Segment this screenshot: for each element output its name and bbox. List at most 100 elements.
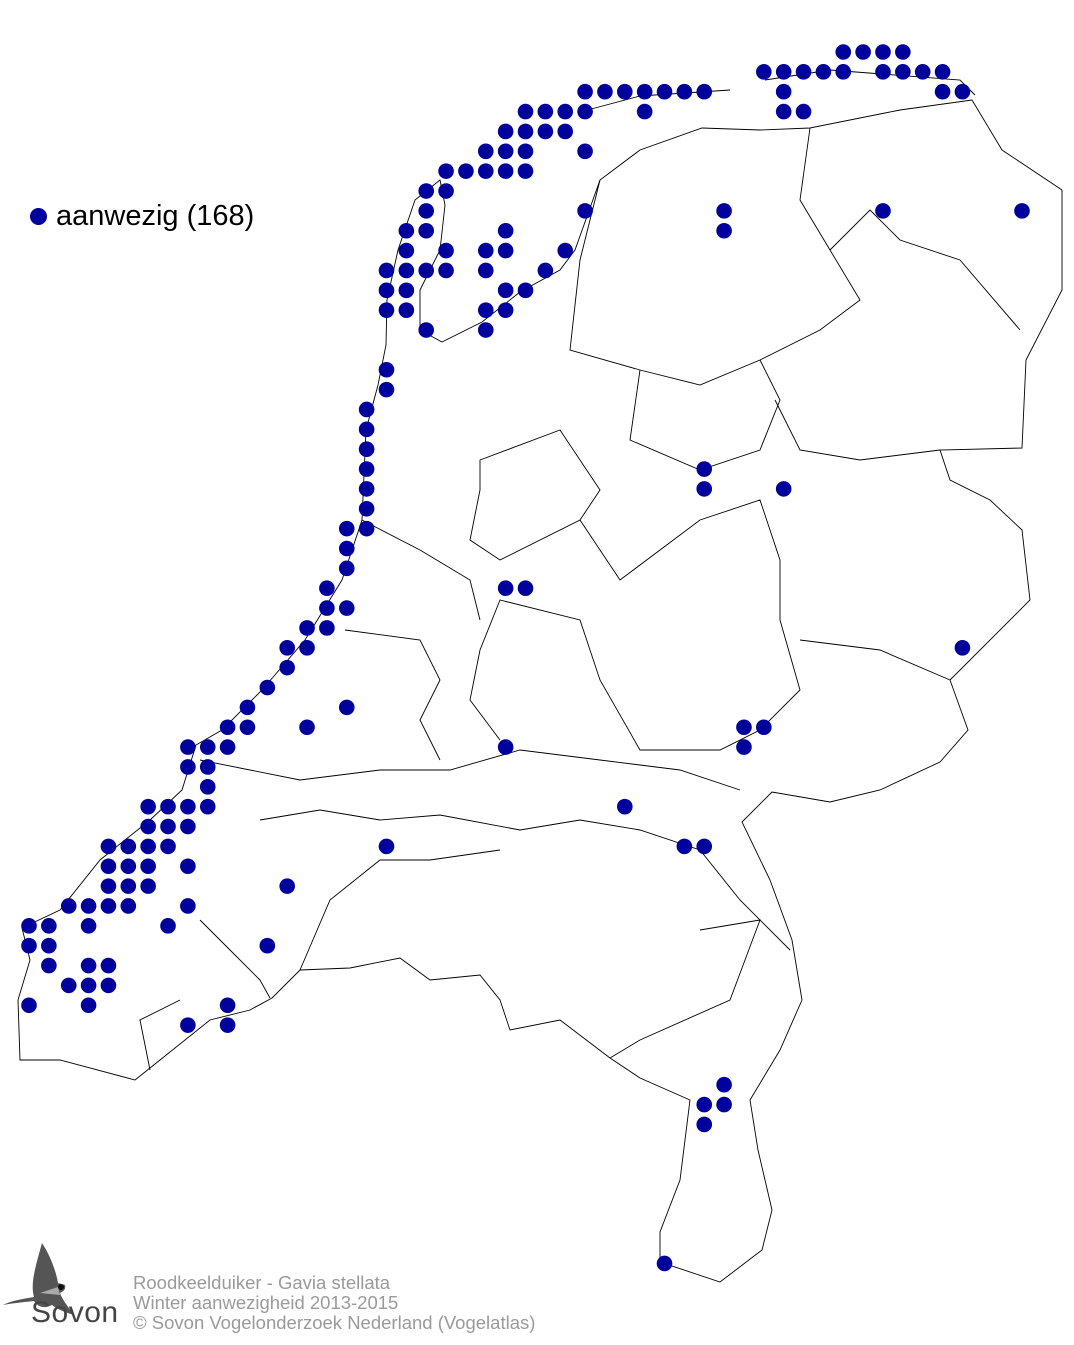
- presence-dot: [954, 640, 971, 656]
- presence-dot: [914, 64, 931, 80]
- presence-dot: [378, 361, 395, 378]
- presence-dot: [319, 580, 335, 597]
- presence-dot: [180, 759, 196, 775]
- presence-dot: [398, 262, 415, 279]
- presence-dot: [418, 203, 435, 219]
- presence-dot: [418, 222, 435, 239]
- legend-dot-icon: [30, 208, 47, 225]
- presence-dot: [160, 798, 176, 815]
- presence-dot: [676, 838, 693, 855]
- presence-dot: [517, 103, 534, 120]
- presence-dot: [358, 500, 375, 517]
- presence-dot: [696, 461, 713, 477]
- presence-dot: [358, 481, 375, 497]
- presence-dot: [795, 64, 812, 80]
- presence-dot: [895, 44, 911, 60]
- presence-dot: [497, 222, 514, 239]
- presence-dot: [696, 83, 713, 100]
- presence-dot: [219, 997, 236, 1014]
- presence-dot: [100, 878, 117, 894]
- caption-copyright: © Sovon Vogelonderzoek Nederland (Vogela…: [133, 1312, 536, 1333]
- presence-dot: [199, 739, 216, 755]
- presence-dot: [120, 838, 137, 855]
- legend-label: aanwezig (168): [56, 200, 255, 232]
- presence-dot: [398, 222, 415, 239]
- presence-dot: [875, 203, 891, 219]
- presence-dot: [736, 719, 752, 736]
- presence-dot: [398, 302, 415, 318]
- presence-dot: [577, 203, 593, 219]
- presence-dot: [60, 898, 77, 914]
- presence-dot: [477, 302, 494, 318]
- presence-dot: [41, 957, 57, 974]
- presence-dot: [358, 520, 375, 537]
- presence-dot: [338, 520, 355, 537]
- presence-dot: [80, 997, 97, 1014]
- country-outline: [17, 69, 1063, 1283]
- presence-dot: [21, 918, 37, 934]
- presence-dot: [497, 739, 514, 755]
- presence-dot: [497, 163, 514, 179]
- presence-dot: [954, 83, 971, 100]
- presence-dot: [199, 759, 216, 775]
- presence-dot: [775, 103, 792, 120]
- presence-dot: [239, 719, 256, 736]
- presence-dot: [597, 83, 613, 100]
- presence-dot: [398, 242, 415, 259]
- presence-dot: [279, 878, 295, 894]
- presence-dot: [319, 600, 335, 616]
- presence-dot: [21, 997, 37, 1014]
- presence-dot: [696, 838, 713, 855]
- presence-dot: [160, 818, 176, 835]
- presence-dot: [319, 620, 335, 636]
- presence-dot: [736, 739, 752, 755]
- presence-dot: [219, 719, 236, 736]
- presence-dot: [378, 838, 395, 855]
- presence-dot: [835, 64, 852, 80]
- presence-dot: [21, 937, 37, 954]
- presence-dot: [338, 540, 355, 557]
- presence-dots: [21, 44, 1030, 1272]
- caption: Roodkeelduiker - Gavia stellata Winter a…: [133, 1273, 535, 1333]
- presence-dot: [438, 262, 454, 279]
- presence-dot: [299, 640, 315, 656]
- presence-dot: [815, 64, 832, 80]
- presence-dot: [100, 858, 117, 875]
- presence-dot: [497, 143, 514, 160]
- presence-dot: [875, 64, 891, 80]
- presence-dot: [120, 898, 137, 914]
- presence-dot: [140, 798, 156, 815]
- presence-dot: [577, 103, 593, 120]
- presence-dot: [497, 123, 514, 140]
- presence-dot: [378, 302, 395, 318]
- presence-dot: [299, 719, 315, 736]
- presence-dot: [100, 898, 117, 914]
- presence-dot: [775, 481, 792, 497]
- presence-dot: [676, 83, 693, 100]
- presence-dot: [497, 242, 514, 259]
- presence-dot: [557, 242, 574, 259]
- presence-dot: [80, 957, 97, 974]
- presence-dot: [398, 282, 415, 299]
- presence-dot: [497, 302, 514, 318]
- presence-dot: [299, 620, 315, 636]
- presence-dot: [418, 322, 435, 338]
- presence-dot: [875, 44, 891, 60]
- presence-dot: [855, 44, 871, 60]
- presence-dot: [517, 143, 534, 160]
- caption-species: Roodkeelduiker - Gavia stellata: [133, 1272, 391, 1293]
- presence-dot: [756, 719, 772, 736]
- presence-dot: [100, 977, 117, 994]
- presence-dot: [279, 659, 295, 676]
- presence-dot: [458, 163, 474, 179]
- presence-dot: [120, 858, 137, 875]
- logo-text: Sovon: [31, 1296, 119, 1329]
- presence-dot: [716, 1076, 732, 1093]
- presence-dot: [656, 83, 673, 100]
- presence-dot: [696, 481, 713, 497]
- presence-dot: [378, 262, 395, 279]
- presence-dot: [537, 103, 554, 120]
- presence-dot: [180, 858, 196, 875]
- presence-dot: [80, 977, 97, 994]
